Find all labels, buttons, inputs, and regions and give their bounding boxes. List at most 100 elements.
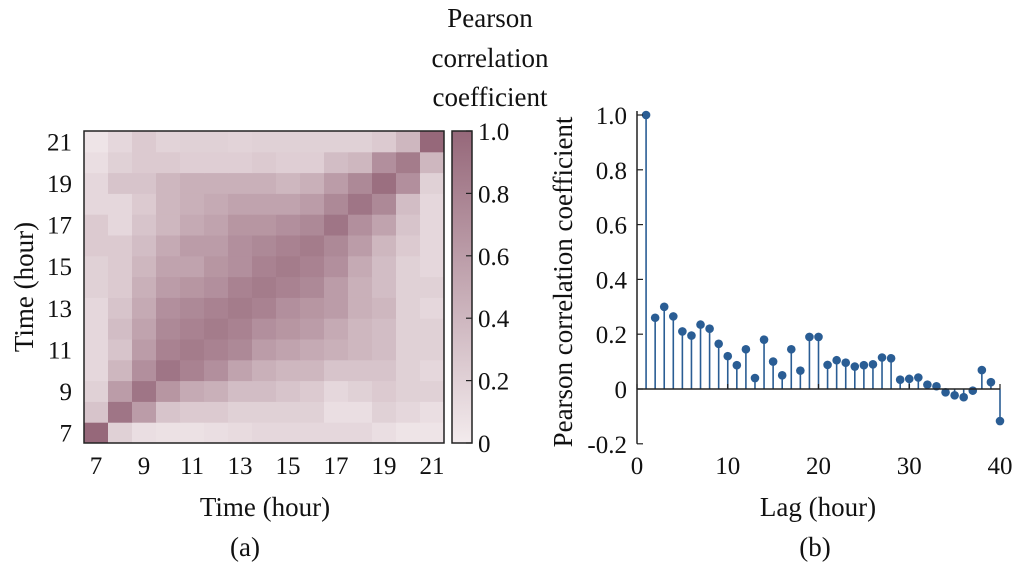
heatmap-cell xyxy=(324,172,349,194)
colorbar-tick-label: 1.0 xyxy=(478,119,509,146)
heatmap-cell xyxy=(276,318,301,340)
heatmap-cell xyxy=(324,131,349,153)
heatmap-cell xyxy=(300,235,325,257)
stem-point xyxy=(814,332,823,342)
heatmap-cell xyxy=(84,131,109,153)
heatmap-cell xyxy=(396,297,421,319)
stem-point xyxy=(741,344,751,354)
heatmap-cell xyxy=(180,255,205,278)
heatmap-cell xyxy=(396,235,421,257)
heatmap-cell xyxy=(228,422,253,444)
colorbar-tick-label: 0.2 xyxy=(478,369,509,396)
heatmap-cell xyxy=(108,193,133,215)
heatmap-cell xyxy=(324,214,349,236)
colorbar-tick-label: 0 xyxy=(478,431,491,458)
stem-point xyxy=(687,331,696,340)
stem-point xyxy=(904,374,914,384)
heatmap-cell xyxy=(396,359,421,382)
heatmap-cell xyxy=(204,193,229,215)
heatmap-cell xyxy=(108,339,133,361)
heatmap-cell xyxy=(324,297,349,319)
heatmap-cell xyxy=(228,359,253,382)
heatmap-cell xyxy=(228,401,253,423)
heatmap-cell xyxy=(180,131,205,153)
heatmap-x-label: Time (hour) xyxy=(200,492,330,522)
heatmap-cell xyxy=(396,172,421,194)
heatmap-y-tick-label: 13 xyxy=(47,296,72,323)
heatmap-cell xyxy=(420,193,445,215)
heatmap-cell xyxy=(420,235,445,257)
heatmap-cell xyxy=(228,193,253,215)
heatmap-cell xyxy=(396,214,421,236)
heatmap-cell xyxy=(132,235,157,257)
heatmap-cell xyxy=(228,297,253,319)
heatmap-cell xyxy=(324,422,349,444)
heatmap-x-tick-label: 11 xyxy=(180,453,204,480)
heatmap-cell xyxy=(180,297,205,319)
heatmap-cell xyxy=(252,380,277,402)
heatmap-cell xyxy=(348,318,373,340)
heatmap-cell xyxy=(276,151,301,174)
heatmap-cell xyxy=(276,235,301,257)
heatmap-cell xyxy=(372,422,397,444)
heatmap-cell xyxy=(396,318,421,340)
heatmap-cell xyxy=(252,318,277,340)
stem-point xyxy=(759,335,769,344)
heatmap-y-tick-label: 7 xyxy=(60,421,73,448)
colorbar-title-line3: coefficient xyxy=(433,82,548,112)
heatmap-cell xyxy=(132,276,157,298)
heatmap-cell xyxy=(252,359,277,382)
heatmap-cell xyxy=(300,276,325,298)
heatmap-cell xyxy=(180,401,205,423)
heatmap-cell xyxy=(228,151,253,174)
heatmap-cell xyxy=(204,151,229,174)
heatmap-cell xyxy=(420,401,445,423)
heatmap-cell xyxy=(300,422,325,444)
heatmap-cell xyxy=(276,193,301,215)
heatmap-cell xyxy=(276,214,301,236)
panel-label-b: (b) xyxy=(799,532,830,562)
heatmap-cell xyxy=(348,297,373,319)
colorbar xyxy=(451,130,473,444)
heatmap-cell xyxy=(156,214,181,236)
stem-point xyxy=(959,392,968,402)
heatmap-cell xyxy=(156,235,181,257)
heatmap-cell xyxy=(84,193,109,215)
heatmap-cell xyxy=(372,214,397,236)
colorbar-tick-label: 0.8 xyxy=(478,181,509,208)
heatmap-x-ticks: 7 9 11 13 15 17 19 21 xyxy=(90,453,445,480)
stem-y-label: Pearson correlation coefficient xyxy=(548,116,578,447)
heatmap-cell xyxy=(252,255,277,278)
heatmap-cell xyxy=(84,380,109,402)
heatmap-cell xyxy=(228,255,253,278)
heatmap-cell xyxy=(348,401,373,423)
heatmap-cell xyxy=(348,214,373,236)
heatmap-cell xyxy=(348,172,373,194)
stem-point xyxy=(805,332,814,342)
heatmap-cell xyxy=(228,172,253,194)
stem-point xyxy=(678,327,687,336)
heatmap-cell xyxy=(132,255,157,278)
stem-point xyxy=(777,371,787,380)
heatmap-y-label: Time (hour) xyxy=(9,222,39,352)
colorbar-title-line2: correlation xyxy=(432,43,549,73)
heatmap-cell xyxy=(204,359,229,382)
heatmap-cell xyxy=(132,151,157,174)
heatmap-cell xyxy=(252,297,277,319)
heatmap-cell xyxy=(252,276,277,298)
stem-point xyxy=(669,312,678,321)
heatmap-cell xyxy=(420,359,445,382)
stem-x-tick-label: 20 xyxy=(806,453,831,480)
stem-point xyxy=(841,358,851,367)
heatmap-cell xyxy=(276,359,301,382)
heatmap-cell xyxy=(348,422,373,444)
stem-point xyxy=(895,375,905,384)
heatmap-cell xyxy=(372,235,397,257)
heatmap-cell xyxy=(252,172,277,194)
heatmap-cell xyxy=(132,172,157,194)
heatmap-cell xyxy=(396,380,421,402)
heatmap-cell xyxy=(300,193,325,215)
stem-panel: -0.200.20.40.60.81.00 10 20 30 40 Lag (hour)… xyxy=(548,103,1013,562)
heatmap-cell xyxy=(156,151,181,174)
heatmap-cell xyxy=(324,380,349,402)
